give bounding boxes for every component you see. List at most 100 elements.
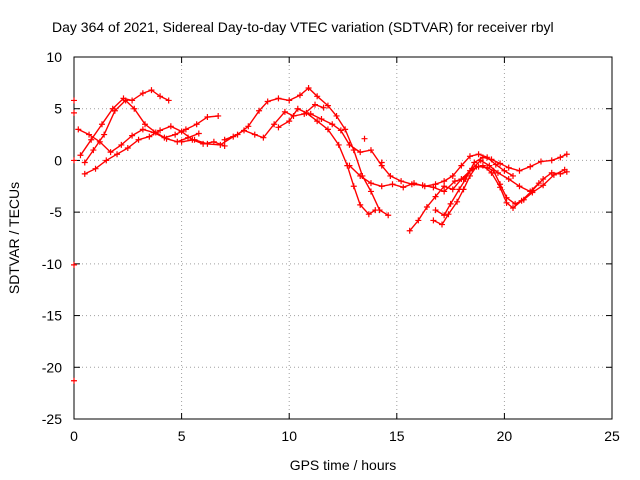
series-line-track-4 xyxy=(84,125,225,175)
data-point xyxy=(314,93,321,100)
data-point xyxy=(131,105,138,112)
data-point xyxy=(217,141,224,148)
data-point xyxy=(260,134,267,141)
data-point xyxy=(320,104,327,111)
data-point xyxy=(256,107,263,114)
data-point xyxy=(505,176,512,183)
data-point xyxy=(438,221,445,228)
data-point xyxy=(122,97,129,104)
data-point xyxy=(350,183,357,190)
data-point xyxy=(90,147,97,154)
data-point xyxy=(510,205,517,212)
data-point xyxy=(335,141,342,148)
x-tick-label: 10 xyxy=(281,428,297,444)
data-point xyxy=(430,217,437,224)
data-point xyxy=(303,109,310,116)
data-point xyxy=(157,127,164,134)
y-tick-label: -20 xyxy=(42,359,62,375)
data-point xyxy=(305,85,312,92)
data-point xyxy=(361,135,368,142)
data-point xyxy=(365,211,372,218)
data-point xyxy=(400,184,407,191)
data-point xyxy=(157,93,164,100)
data-point xyxy=(505,164,512,171)
data-point xyxy=(286,118,293,125)
data-point xyxy=(518,197,525,204)
data-point xyxy=(540,176,547,183)
data-point xyxy=(497,184,504,191)
data-point xyxy=(473,163,480,170)
data-point xyxy=(421,183,428,190)
data-point xyxy=(167,123,174,130)
data-point xyxy=(178,138,185,145)
data-point xyxy=(447,200,454,207)
data-point xyxy=(75,126,82,133)
data-point xyxy=(378,183,385,190)
data-point xyxy=(318,116,325,123)
data-point xyxy=(139,126,146,133)
data-point xyxy=(357,201,364,208)
data-point xyxy=(357,149,364,156)
data-point xyxy=(563,151,570,158)
data-point xyxy=(516,167,523,174)
data-point xyxy=(271,121,278,128)
y-tick-label: -5 xyxy=(50,204,63,220)
data-point xyxy=(118,141,125,148)
data-point xyxy=(163,135,170,142)
data-point xyxy=(275,124,282,131)
series-line-track-7 xyxy=(278,107,376,216)
data-point xyxy=(454,198,461,205)
data-point xyxy=(398,178,405,185)
series-line-track-2 xyxy=(77,115,219,154)
x-axis-label: GPS time / hours xyxy=(290,457,397,473)
data-point xyxy=(71,109,77,116)
data-point xyxy=(148,87,155,94)
data-point xyxy=(172,131,179,138)
data-point xyxy=(86,131,93,138)
data-point xyxy=(445,211,452,218)
data-point xyxy=(215,112,222,119)
data-point xyxy=(204,140,211,147)
data-point xyxy=(557,170,564,177)
plot-frame xyxy=(73,56,613,420)
data-point xyxy=(387,172,394,179)
data-point xyxy=(142,121,149,128)
data-point xyxy=(124,145,131,152)
data-point xyxy=(367,147,374,154)
data-point xyxy=(462,176,469,183)
data-point xyxy=(92,165,99,172)
data-point xyxy=(314,118,321,125)
data-point xyxy=(324,102,331,109)
data-point xyxy=(77,152,84,159)
data-point xyxy=(510,172,517,179)
data-point xyxy=(557,154,564,161)
data-point xyxy=(114,151,121,158)
data-point xyxy=(346,162,353,169)
data-point xyxy=(146,133,153,140)
data-point xyxy=(135,136,142,143)
data-point xyxy=(221,136,228,143)
data-point xyxy=(432,181,439,188)
data-point xyxy=(81,170,88,177)
data-point xyxy=(264,98,271,105)
data-point xyxy=(458,162,465,169)
data-point xyxy=(449,186,456,193)
data-point xyxy=(294,105,301,112)
data-point xyxy=(441,178,448,185)
data-point xyxy=(415,217,422,224)
y-tick-label: 10 xyxy=(46,49,62,65)
data-point xyxy=(71,261,77,268)
data-point xyxy=(275,95,282,102)
data-point xyxy=(479,162,486,169)
data-point xyxy=(479,154,486,161)
y-tick-label: -10 xyxy=(42,256,62,272)
data-point xyxy=(411,180,418,187)
data-point xyxy=(378,159,385,166)
data-point xyxy=(245,123,252,130)
series-line-track-3 xyxy=(84,99,200,163)
data-point xyxy=(286,97,293,104)
data-point xyxy=(537,158,544,165)
series-line-track-12 xyxy=(435,153,568,217)
data-point xyxy=(337,127,344,134)
data-point xyxy=(251,131,258,138)
